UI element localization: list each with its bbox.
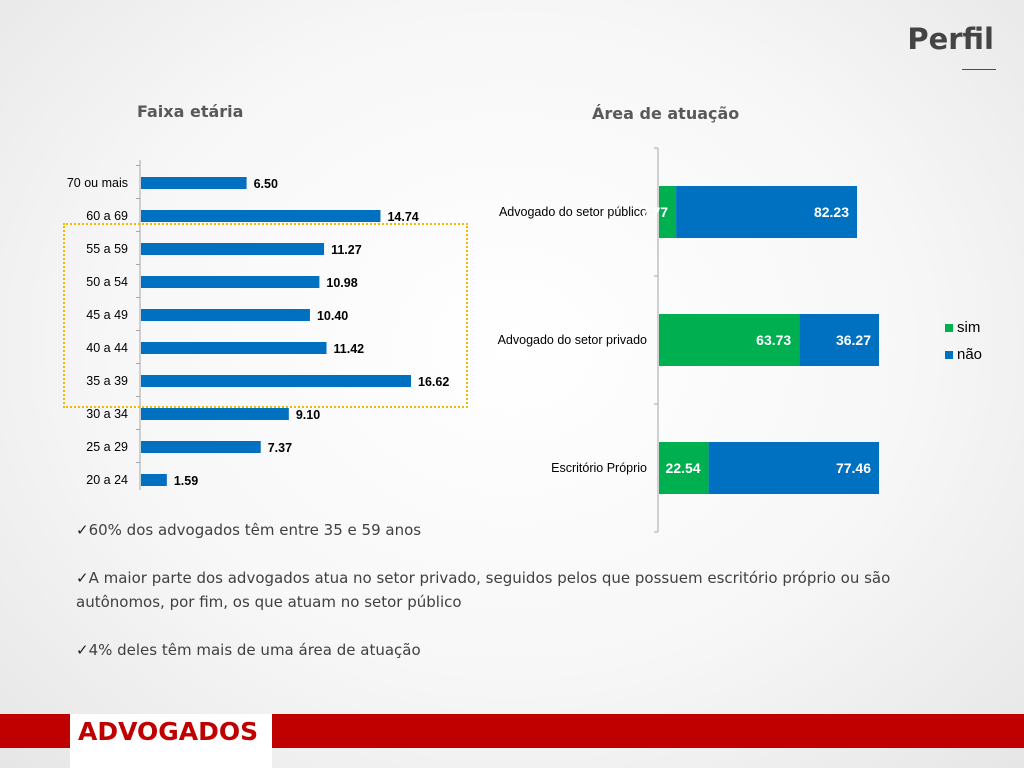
area-category-label: Advogado do setor público bbox=[499, 205, 647, 219]
age-data-label: 11.42 bbox=[334, 342, 365, 356]
age-bar bbox=[141, 441, 261, 453]
note-item: ✓A maior parte dos advogados atua no set… bbox=[76, 566, 946, 614]
area-bar-nao bbox=[708, 442, 879, 494]
age-bar-chart: 70 ou mais 6.50 60 a 69 14.74 55 a 59 11.27 50… bbox=[67, 160, 449, 490]
age-category-label: 60 a 69 bbox=[86, 209, 128, 223]
page-title: Perfil bbox=[907, 22, 994, 56]
age-data-label: 16.62 bbox=[418, 375, 449, 389]
age-bar bbox=[141, 276, 320, 288]
checkmark-icon: ✓ bbox=[76, 569, 89, 587]
area-data-label-sim: 22.54 bbox=[666, 460, 701, 476]
note-text: 60% dos advogados têm entre 35 e 59 anos bbox=[88, 521, 422, 539]
area-chart-title: Área de atuação bbox=[592, 104, 740, 123]
age-bar bbox=[141, 309, 310, 321]
age-data-label: 1.59 bbox=[174, 474, 198, 488]
age-bar bbox=[141, 474, 167, 486]
age-category-label: 30 a 34 bbox=[86, 407, 128, 421]
area-data-label-sim: 7.77 bbox=[641, 204, 668, 220]
age-data-label: 11.27 bbox=[331, 243, 362, 257]
area-data-label-nao: 36.27 bbox=[836, 332, 871, 348]
age-data-label: 7.37 bbox=[268, 441, 292, 455]
area-bar-nao bbox=[799, 314, 879, 366]
age-bar bbox=[141, 342, 327, 354]
legend-swatch-nao bbox=[945, 350, 953, 359]
title-divider bbox=[962, 69, 996, 70]
area-category-label: Escritório Próprio bbox=[551, 461, 647, 475]
age-bar bbox=[141, 177, 247, 189]
area-bar-sim bbox=[659, 186, 677, 238]
area-category-label: Advogado do setor privado bbox=[498, 333, 647, 347]
age-category-label: 50 a 54 bbox=[86, 275, 128, 289]
age-chart-title: Faixa etária bbox=[137, 102, 244, 121]
age-category-label: 70 ou mais bbox=[67, 176, 128, 190]
note-text: A maior parte dos advogados atua no seto… bbox=[76, 569, 891, 611]
checkmark-icon: ✓ bbox=[76, 521, 89, 539]
area-bar-sim bbox=[659, 314, 800, 366]
checkmark-icon: ✓ bbox=[76, 641, 89, 659]
age-highlight-box bbox=[63, 223, 468, 408]
legend-item-sim: sim bbox=[945, 314, 982, 341]
age-bar bbox=[141, 210, 381, 222]
note-item: ✓4% deles têm mais de uma área de atuaçã… bbox=[76, 638, 946, 662]
legend-swatch-sim bbox=[945, 323, 953, 332]
legend-item-nao: não bbox=[945, 341, 982, 368]
age-bar bbox=[141, 375, 411, 387]
age-bar bbox=[141, 243, 325, 255]
age-data-label: 9.10 bbox=[296, 408, 320, 422]
note-text: 4% deles têm mais de uma área de atuação bbox=[88, 641, 421, 659]
area-chart-legend: sim não bbox=[945, 314, 982, 368]
age-bar bbox=[141, 408, 289, 420]
age-category-label: 55 a 59 bbox=[86, 242, 128, 256]
area-data-label-nao: 77.46 bbox=[836, 460, 871, 476]
age-data-label: 10.98 bbox=[326, 276, 357, 290]
area-bar-nao bbox=[676, 186, 857, 238]
age-data-label: 10.40 bbox=[317, 309, 348, 323]
note-item: ✓60% dos advogados têm entre 35 e 59 ano… bbox=[76, 518, 946, 542]
age-category-label: 35 a 39 bbox=[86, 374, 128, 388]
area-bar-sim bbox=[659, 442, 709, 494]
footer-label-box bbox=[70, 714, 272, 768]
age-data-label: 14.74 bbox=[387, 210, 418, 224]
area-data-label-nao: 82.23 bbox=[814, 204, 849, 220]
age-category-label: 40 a 44 bbox=[86, 341, 128, 355]
age-category-label: 45 a 49 bbox=[86, 308, 128, 322]
area-data-label-sim: 63.73 bbox=[756, 332, 791, 348]
age-data-label: 6.50 bbox=[254, 177, 278, 191]
age-category-label: 20 a 24 bbox=[86, 473, 128, 487]
notes-list: ✓60% dos advogados têm entre 35 e 59 ano… bbox=[76, 518, 946, 686]
legend-label-nao: não bbox=[957, 346, 983, 363]
age-category-label: 25 a 29 bbox=[86, 440, 128, 454]
footer-label: ADVOGADOS bbox=[78, 717, 259, 746]
legend-label-sim: sim bbox=[957, 319, 981, 336]
